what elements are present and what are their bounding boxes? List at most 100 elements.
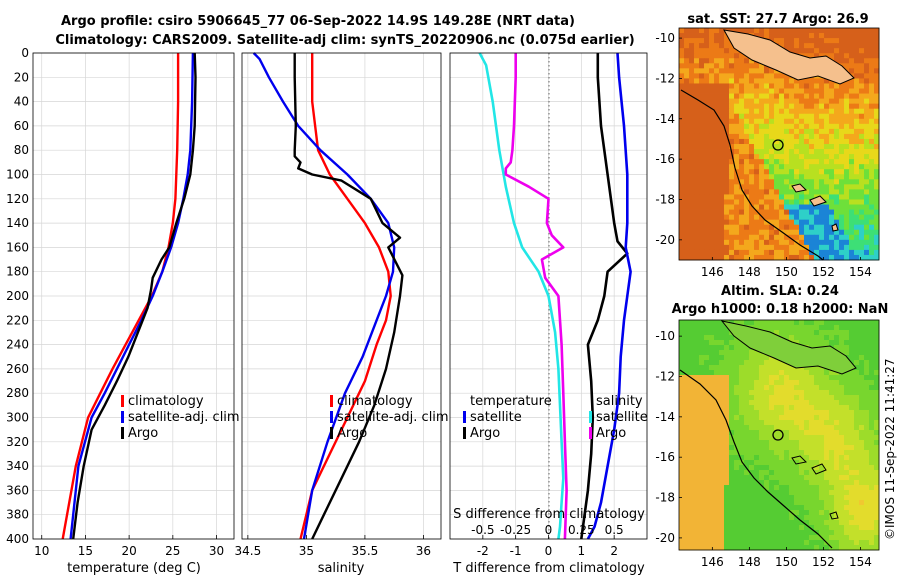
map-cell bbox=[874, 43, 880, 49]
map-cell bbox=[804, 179, 810, 185]
map-cell bbox=[844, 159, 850, 165]
map-cell bbox=[834, 525, 840, 531]
map-cell bbox=[749, 214, 755, 221]
map-cell bbox=[829, 194, 835, 200]
map-cell bbox=[699, 184, 705, 190]
map-cell bbox=[714, 118, 720, 125]
map-cell bbox=[804, 505, 810, 511]
map-cell bbox=[859, 229, 865, 236]
map-cell bbox=[814, 390, 820, 396]
map-cell bbox=[769, 123, 775, 130]
map-cell bbox=[789, 380, 795, 386]
map-cell bbox=[734, 58, 740, 64]
map-cell bbox=[754, 485, 760, 491]
map-cell bbox=[694, 410, 700, 416]
map-cell bbox=[794, 465, 800, 471]
map-cell bbox=[829, 169, 835, 175]
map-cell bbox=[729, 239, 735, 246]
map-cell bbox=[694, 179, 700, 185]
map-cell bbox=[764, 234, 770, 241]
map-cell bbox=[779, 219, 785, 226]
map-cell bbox=[869, 209, 875, 216]
map-cell bbox=[799, 194, 805, 200]
map-cell bbox=[714, 249, 720, 256]
map-cell bbox=[864, 189, 870, 195]
map-cell bbox=[714, 174, 720, 180]
map-cell bbox=[799, 113, 805, 120]
map-cell bbox=[749, 204, 755, 210]
map-cell bbox=[749, 375, 755, 381]
map-cell bbox=[784, 445, 790, 451]
map-cell bbox=[794, 244, 800, 251]
map-cell bbox=[874, 400, 880, 406]
map-cell bbox=[684, 540, 690, 546]
map-cell bbox=[864, 490, 870, 496]
sla-map-xtick-label: 152 bbox=[812, 555, 835, 569]
map-cell bbox=[784, 470, 790, 476]
map-cell bbox=[814, 214, 820, 221]
map-cell bbox=[739, 229, 745, 236]
map-cell bbox=[804, 53, 810, 59]
map-cell bbox=[714, 530, 720, 536]
map-cell bbox=[799, 535, 805, 541]
map-cell bbox=[834, 38, 840, 44]
map-cell bbox=[704, 174, 710, 180]
map-cell bbox=[874, 88, 880, 94]
map-cell bbox=[714, 78, 720, 84]
map-cell bbox=[804, 128, 810, 135]
map-cell bbox=[809, 38, 815, 44]
map-cell bbox=[699, 219, 705, 226]
map-cell bbox=[689, 83, 695, 89]
map-cell bbox=[729, 350, 735, 356]
map-cell bbox=[744, 410, 750, 416]
map-cell bbox=[774, 83, 780, 89]
map-cell bbox=[789, 370, 795, 376]
map-cell bbox=[869, 430, 875, 436]
map-cell bbox=[834, 93, 840, 100]
map-cell bbox=[819, 375, 825, 381]
map-cell bbox=[869, 420, 875, 426]
map-cell bbox=[684, 118, 690, 125]
map-cell bbox=[869, 38, 875, 44]
map-cell bbox=[704, 520, 710, 526]
map-cell bbox=[829, 189, 835, 195]
map-cell bbox=[719, 445, 725, 451]
map-cell bbox=[744, 445, 750, 451]
s-difference-tick-label: 0 bbox=[545, 523, 553, 537]
map-cell bbox=[874, 244, 880, 251]
map-cell bbox=[844, 179, 850, 185]
map-cell bbox=[809, 530, 815, 536]
temperature-frame bbox=[32, 52, 235, 540]
map-cell bbox=[799, 425, 805, 431]
map-cell bbox=[874, 118, 880, 125]
map-cell bbox=[859, 405, 865, 411]
map-cell bbox=[789, 400, 795, 406]
map-cell bbox=[824, 380, 830, 386]
map-cell bbox=[679, 88, 685, 94]
map-cell bbox=[859, 470, 865, 476]
map-cell bbox=[774, 530, 780, 536]
map-cell bbox=[684, 48, 690, 54]
map-cell bbox=[814, 445, 820, 451]
map-cell bbox=[699, 355, 705, 361]
map-cell bbox=[779, 133, 785, 140]
temperature-ytick-label: 360 bbox=[6, 483, 29, 497]
map-cell bbox=[679, 103, 685, 110]
map-cell bbox=[789, 159, 795, 165]
map-cell bbox=[794, 320, 800, 326]
map-cell bbox=[784, 490, 790, 496]
map-cell bbox=[844, 425, 850, 431]
map-cell bbox=[869, 58, 875, 64]
map-cell bbox=[854, 214, 860, 221]
map-cell bbox=[869, 164, 875, 170]
map-cell bbox=[779, 169, 785, 175]
map-cell bbox=[794, 174, 800, 180]
map-cell bbox=[839, 470, 845, 476]
map-cell bbox=[854, 28, 860, 34]
map-cell bbox=[684, 133, 690, 140]
map-cell bbox=[769, 520, 775, 526]
map-cell bbox=[869, 53, 875, 59]
map-cell bbox=[684, 485, 690, 491]
map-cell bbox=[844, 88, 850, 94]
sla-map: Altim. SLA: 0.24 Argo h1000: 0.18 h2000:… bbox=[655, 284, 888, 569]
